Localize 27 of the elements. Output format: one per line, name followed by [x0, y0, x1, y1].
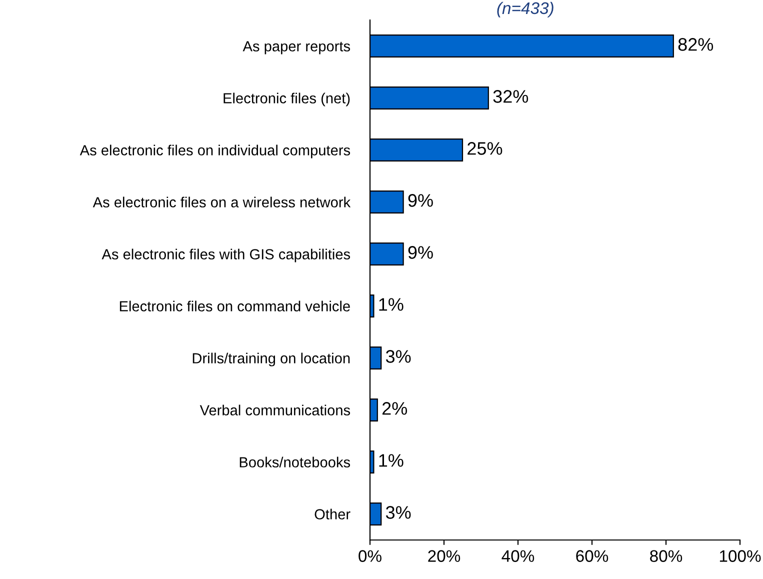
- data-label: 1%: [379, 454, 404, 467]
- y-tick-label: Electronic files on command vehicle: [120, 300, 350, 312]
- data-label: 25%: [468, 142, 502, 155]
- x-tick-label: 20%: [428, 550, 460, 562]
- chart-subtitle: (n=433): [497, 2, 554, 18]
- data-label: 32%: [493, 90, 528, 103]
- x-tick-label: 60%: [576, 550, 608, 562]
- y-tick-label: As electronic files on individual computers: [80, 144, 350, 158]
- x-tick-label: 100%: [720, 550, 761, 562]
- x-tick-label: 80%: [650, 550, 682, 562]
- y-tick-label: Other: [314, 508, 350, 520]
- x-tick-label: 0%: [358, 550, 382, 562]
- data-label: 1%: [379, 298, 404, 311]
- y-tick-label: As electronic files with GIS capabilities: [102, 248, 350, 262]
- y-tick-label: As electronic files on a wireless network: [92, 196, 351, 208]
- data-label: 3%: [386, 506, 411, 519]
- y-tick-label: Verbal communications: [200, 404, 350, 416]
- x-tick-label: 40%: [502, 550, 534, 562]
- y-tick-label: Electronic files (net): [224, 92, 350, 106]
- data-label: 2%: [382, 402, 408, 415]
- data-label: 3%: [386, 350, 411, 363]
- data-label: 9%: [408, 246, 433, 259]
- y-tick-label: Books/notebooks: [240, 456, 350, 468]
- y-tick-label: As paper reports: [242, 41, 350, 54]
- data-label: 82%: [678, 38, 714, 51]
- data-label: 9%: [408, 194, 433, 207]
- y-tick-label: Drills/training on location: [192, 352, 350, 366]
